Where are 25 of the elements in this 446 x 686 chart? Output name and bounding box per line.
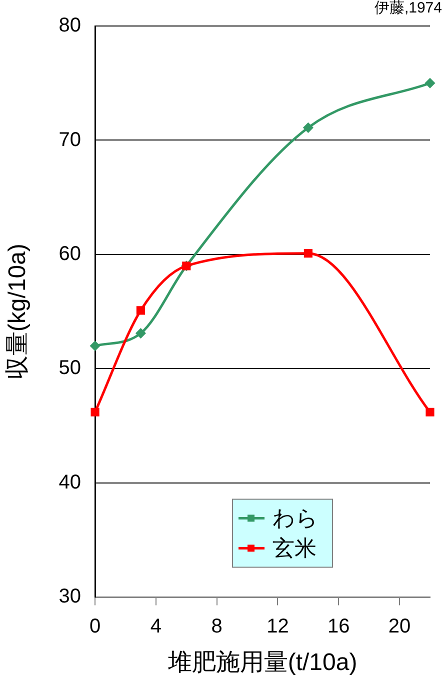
y-tick-label: 30 <box>58 586 82 608</box>
x-tick-label: 12 <box>266 616 289 638</box>
x-axis-title: 堆肥施用量(t/10a) <box>166 649 358 676</box>
x-tick-label: 16 <box>328 616 350 638</box>
x-tick-label: 20 <box>388 616 411 638</box>
point <box>304 249 312 258</box>
point <box>426 408 434 416</box>
legend-label: わら <box>272 505 319 530</box>
x-tick-label: 4 <box>150 616 162 638</box>
y-tick-label: 50 <box>58 357 82 380</box>
point <box>136 306 146 315</box>
text: 伊藤,1974 <box>374 0 442 17</box>
y-tick-label: 40 <box>58 471 82 494</box>
y-tick-label: 80 <box>58 14 82 37</box>
legend-label: 玄米 <box>272 535 317 560</box>
point <box>90 408 100 416</box>
y-tick-label: 60 <box>58 242 82 265</box>
point <box>425 78 435 88</box>
point <box>136 328 146 338</box>
x-tick-label: 0 <box>89 616 101 638</box>
y-tick-label: 70 <box>58 128 82 151</box>
point <box>90 341 100 351</box>
point <box>303 122 313 132</box>
y-axis-title: 収量(kg/10a) <box>4 244 32 380</box>
x-tick-label: 8 <box>211 616 222 638</box>
